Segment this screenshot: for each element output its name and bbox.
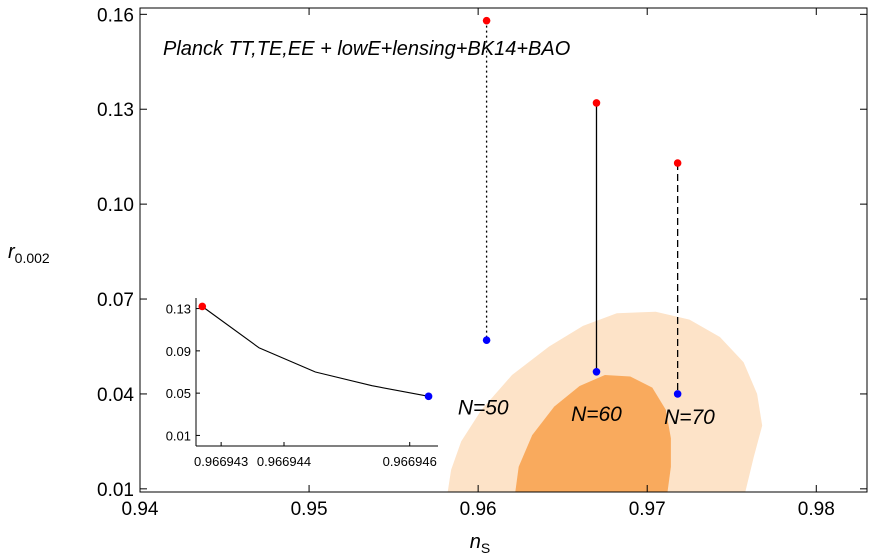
- contour-inner: [515, 375, 671, 492]
- x-tick-label: 0.96: [460, 499, 497, 520]
- x-axis-label: nS: [470, 531, 490, 556]
- inset-background: [150, 289, 450, 475]
- inset-x-tick-label: 0.966946: [383, 454, 437, 469]
- y-tick-label: 0.04: [97, 385, 134, 406]
- point-top: [673, 159, 682, 167]
- y-axis-label: r0.002: [8, 241, 50, 266]
- chart-annotation: Planck TT,TE,EE + lowE+lensing+BK14+BAO: [163, 38, 570, 60]
- y-tick-label: 0.07: [97, 290, 134, 311]
- point-bottom: [673, 390, 682, 398]
- y-axis-label-main: r: [8, 241, 16, 263]
- data-label: N=60: [571, 403, 622, 426]
- inset-endpoint: [424, 392, 433, 401]
- contour-layer: [447, 311, 763, 492]
- x-axis-label-sub: S: [481, 540, 490, 556]
- x-axis-label-main: n: [470, 531, 481, 553]
- inset-chart: 0.01 0.05 0.09 0.13 0.966943 0.966944 0.966946: [150, 289, 450, 475]
- inset-y-tick-label: 0.13: [166, 302, 191, 317]
- y-tick-label: 0.16: [97, 5, 134, 26]
- inset-y-tick-label: 0.09: [166, 344, 191, 359]
- x-tick-label: 0.95: [291, 499, 328, 520]
- inset-endpoint: [198, 302, 207, 311]
- tick-layer: 0.94 0.95 0.96 0.97 0.98 0.01 0.04 0.07 0.10 0.13…: [97, 5, 867, 520]
- inset-x-tick-label: 0.966944: [257, 454, 311, 469]
- y-tick-label: 0.01: [97, 480, 134, 501]
- point-top: [592, 99, 601, 107]
- x-tick-label: 0.97: [629, 499, 666, 520]
- point-top: [482, 16, 491, 25]
- plot-frame: [139, 7, 868, 493]
- y-tick-label: 0.13: [97, 100, 134, 121]
- inset-layer: 0.01 0.05 0.09 0.13 0.966943 0.966944 0.966946: [166, 298, 438, 469]
- point-bottom: [482, 336, 491, 344]
- series-layer: N=50 N=60 N=70: [458, 16, 715, 429]
- inset-y-tick-label: 0.01: [166, 428, 191, 443]
- x-tick-label: 0.98: [798, 499, 835, 520]
- inset-x-tick-label: 0.966943: [194, 454, 248, 469]
- data-label: N=70: [664, 406, 715, 429]
- data-label: N=50: [458, 396, 509, 419]
- inset-curve: [201, 306, 429, 397]
- y-axis-label-sub: 0.002: [15, 250, 50, 266]
- point-bottom: [592, 367, 601, 376]
- x-tick-label: 0.94: [122, 499, 159, 520]
- inset-y-tick-label: 0.05: [166, 386, 191, 401]
- y-tick-label: 0.10: [97, 195, 134, 216]
